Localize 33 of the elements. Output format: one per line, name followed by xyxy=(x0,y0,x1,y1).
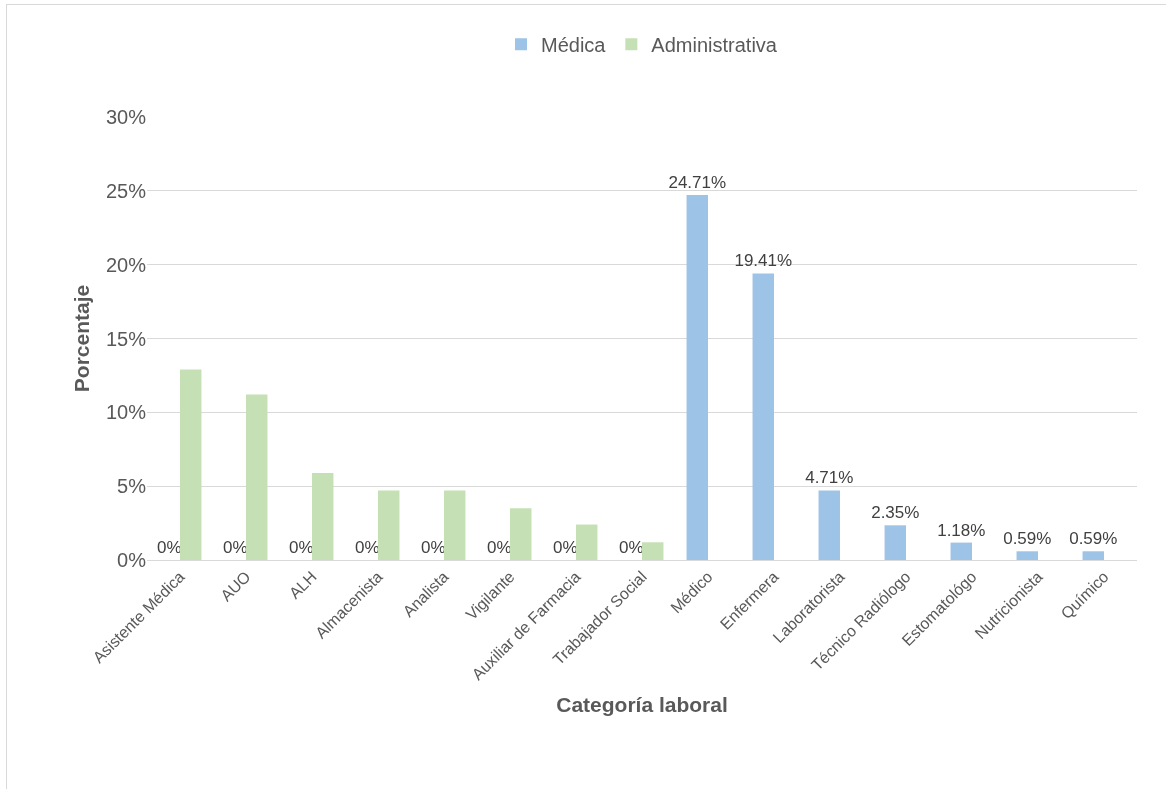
bar xyxy=(444,490,466,560)
y-tick-label: 15% xyxy=(105,327,147,350)
bar xyxy=(752,273,774,560)
y-tick-label: 30% xyxy=(105,106,147,128)
data-label: 0.59% xyxy=(1003,529,1052,549)
bar xyxy=(510,508,532,560)
bar xyxy=(1082,551,1104,560)
bar xyxy=(180,369,202,560)
bar xyxy=(576,524,598,560)
y-tick-label: 5% xyxy=(117,475,147,498)
x-axis-title: Categoría laboral xyxy=(556,693,728,717)
data-label: 4.71% xyxy=(805,468,854,488)
bar xyxy=(642,542,664,560)
data-label: 24.71% xyxy=(668,173,727,193)
data-label: 19.41% xyxy=(734,251,793,271)
y-tick-label: 10% xyxy=(105,401,147,424)
bar xyxy=(1016,551,1038,560)
bar xyxy=(246,394,268,560)
bar xyxy=(312,472,334,560)
bar xyxy=(818,490,840,560)
bar xyxy=(950,542,972,560)
bar xyxy=(884,525,906,560)
data-label: 2.35% xyxy=(871,503,920,523)
bar xyxy=(378,490,400,560)
y-axis-title: Porcentaje xyxy=(70,284,94,393)
data-label: 1.18% xyxy=(937,520,986,540)
y-tick-label: 25% xyxy=(105,179,147,202)
y-tick-label: 0% xyxy=(117,549,147,571)
legend-label: Administrativa xyxy=(651,34,778,57)
y-tick-label: 20% xyxy=(105,253,147,276)
legend-label: Médica xyxy=(541,34,607,57)
bar xyxy=(686,195,708,560)
data-label: 0.59% xyxy=(1069,529,1118,549)
